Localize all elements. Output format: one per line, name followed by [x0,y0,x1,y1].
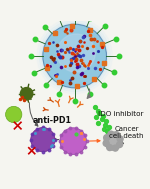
Circle shape [104,135,110,141]
Circle shape [117,142,123,147]
Circle shape [104,132,122,150]
Text: IDO inhibitor: IDO inhibitor [98,111,143,117]
Circle shape [39,21,110,91]
Circle shape [60,128,87,154]
Circle shape [114,132,120,138]
Circle shape [112,145,118,151]
Circle shape [103,140,109,146]
Circle shape [6,106,22,123]
Text: Cancer
cell death: Cancer cell death [109,126,144,139]
Circle shape [20,88,33,100]
Circle shape [57,34,95,72]
Circle shape [37,18,112,94]
Circle shape [117,136,123,142]
Circle shape [107,145,113,151]
Circle shape [108,131,114,137]
Circle shape [43,24,106,88]
Circle shape [31,128,55,152]
Circle shape [41,23,108,89]
Text: anti-PD1: anti-PD1 [32,116,71,125]
